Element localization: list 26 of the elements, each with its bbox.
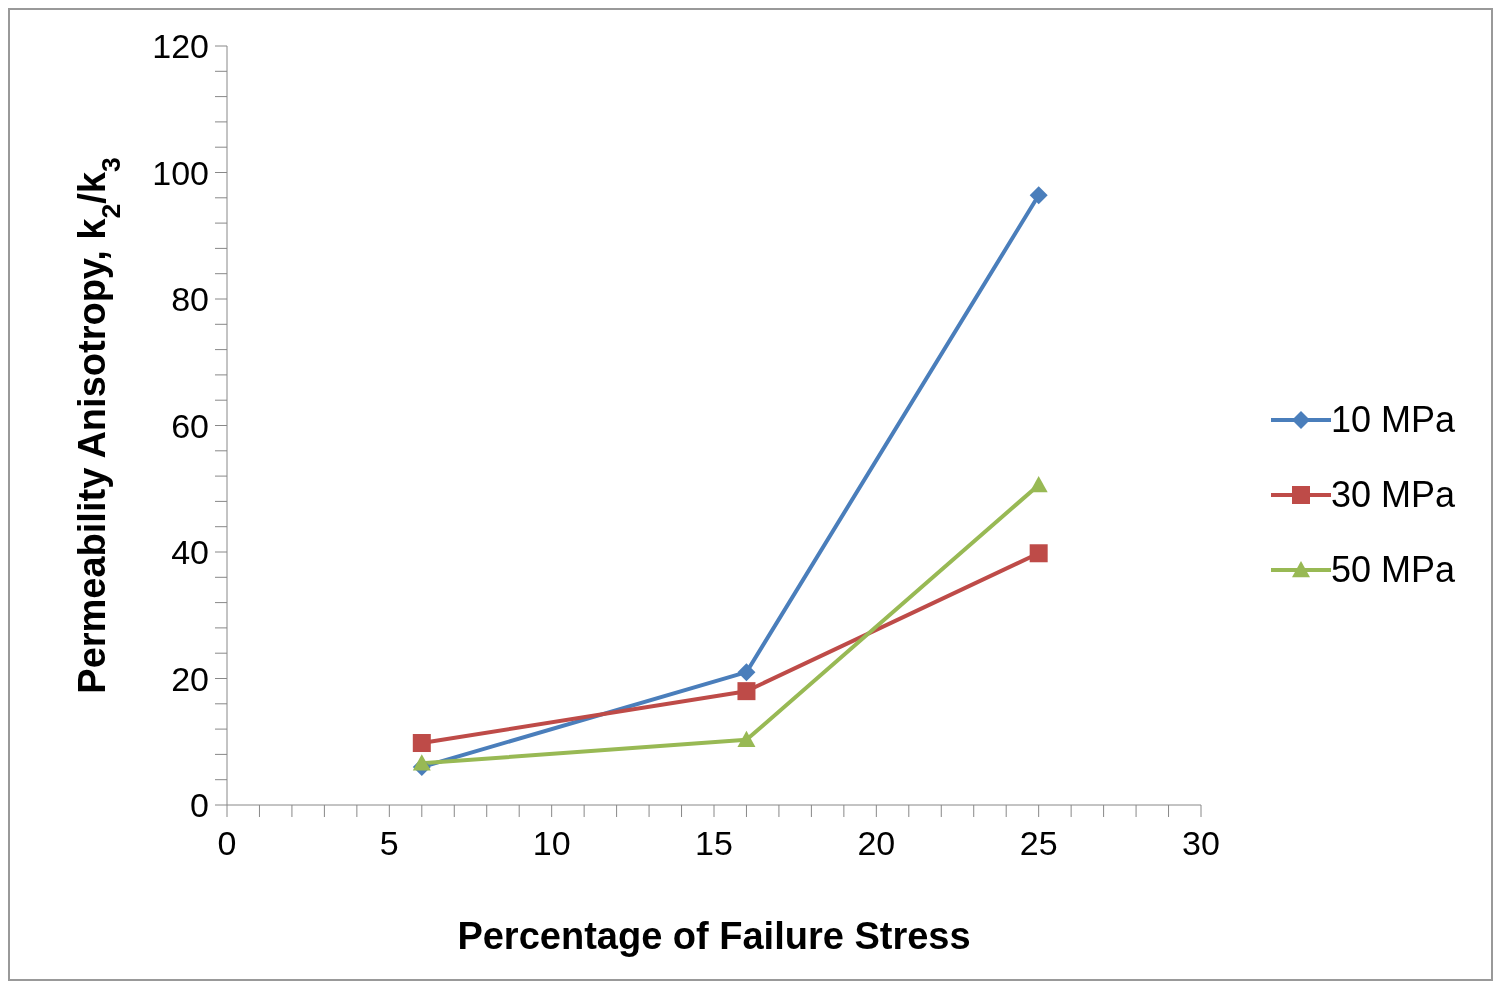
point xyxy=(737,730,756,748)
y-tick-label: 20 xyxy=(171,659,209,698)
x-tick-label: 5 xyxy=(379,824,399,863)
x-tick-label: 25 xyxy=(1019,824,1058,863)
point xyxy=(1029,475,1048,493)
legend-label: 30 MPa xyxy=(1331,473,1456,516)
x-axis-title: Percentage of Failure Stress xyxy=(457,915,971,957)
x-tick-label: 30 xyxy=(1182,824,1220,863)
point xyxy=(737,682,756,701)
legend-label: 50 MPa xyxy=(1331,548,1456,591)
point xyxy=(1029,544,1048,563)
x-tick-label: 20 xyxy=(857,824,896,863)
y-tick-label: 0 xyxy=(190,786,209,825)
x-tick-label: 10 xyxy=(532,824,571,863)
x-tick-label: 15 xyxy=(695,824,733,863)
point xyxy=(412,734,431,753)
y-tick-label: 40 xyxy=(171,533,209,572)
y-tick-label: 120 xyxy=(152,27,209,66)
x-tick-label: 0 xyxy=(217,824,237,863)
point xyxy=(1029,186,1048,205)
y-tick-label: 60 xyxy=(171,406,209,445)
point xyxy=(737,663,756,682)
y-tick-label: 80 xyxy=(171,280,209,319)
point xyxy=(412,754,431,771)
y-tick-label: 100 xyxy=(152,153,209,192)
legend-label: 10 MPa xyxy=(1331,398,1456,441)
